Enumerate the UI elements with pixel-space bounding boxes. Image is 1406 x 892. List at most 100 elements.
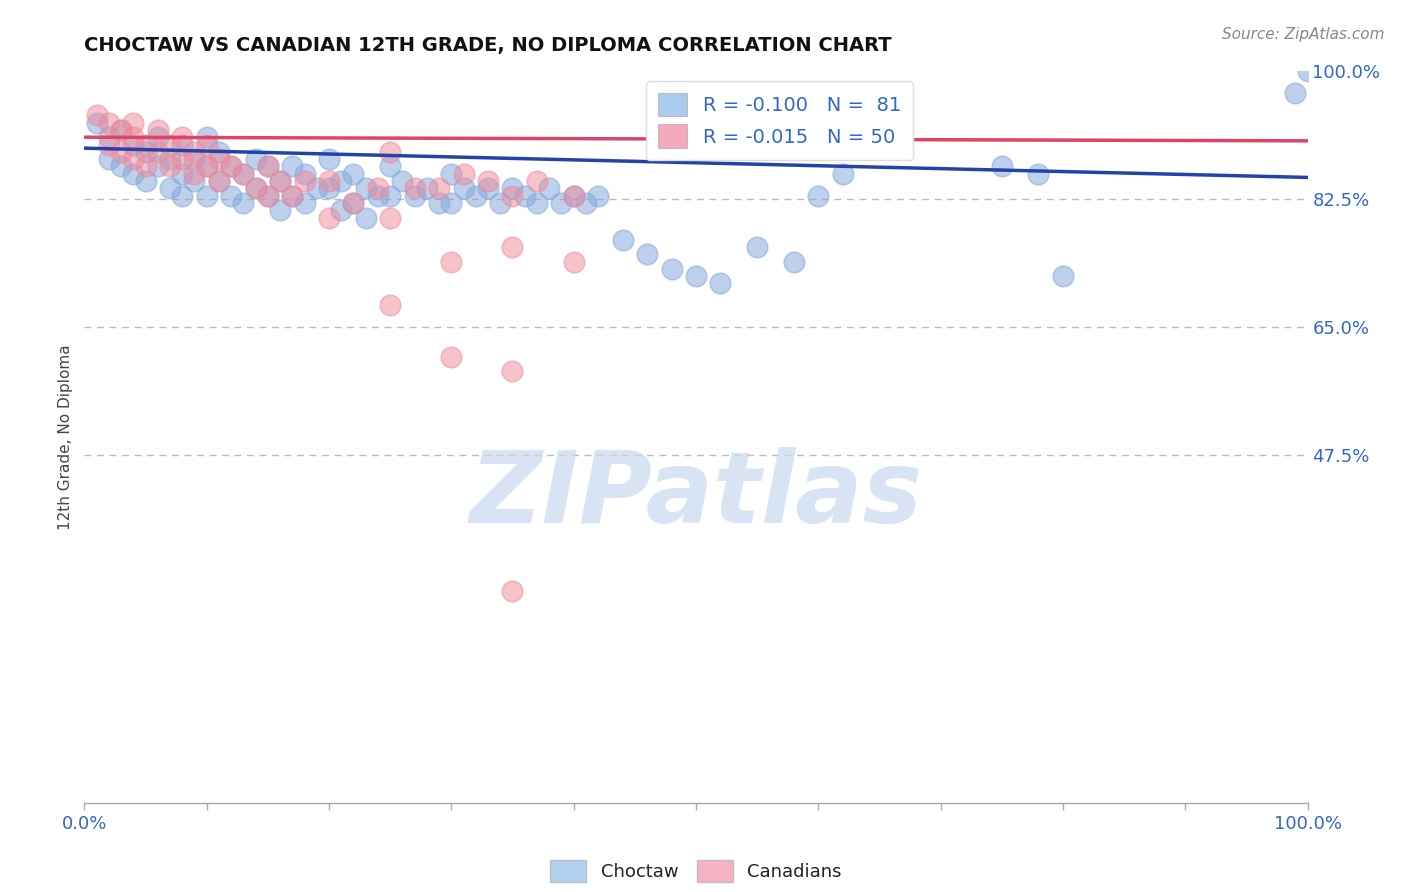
Point [208, 174, 231, 188]
Point [135, 145, 157, 159]
Point [562, 254, 585, 268]
Point [294, 196, 316, 211]
Point [97, 137, 120, 152]
Point [440, 350, 463, 364]
Text: Source: ZipAtlas.com: Source: ZipAtlas.com [1222, 27, 1385, 42]
Point [612, 233, 634, 247]
Point [135, 174, 157, 188]
Point [502, 364, 524, 378]
Point [172, 188, 194, 202]
Point [110, 123, 132, 137]
Point [122, 167, 145, 181]
Point [342, 196, 364, 211]
Point [440, 167, 463, 181]
Point [354, 181, 377, 195]
Point [636, 247, 658, 261]
Point [427, 196, 450, 211]
Point [330, 203, 353, 218]
Point [257, 160, 280, 174]
Point [1284, 87, 1306, 101]
Point [342, 196, 364, 211]
Point [97, 115, 120, 129]
Point [86, 108, 108, 122]
Point [122, 130, 145, 145]
Point [183, 167, 205, 181]
Point [172, 137, 194, 152]
Point [146, 123, 169, 137]
Point [269, 203, 291, 218]
Point [538, 181, 561, 195]
Point [159, 160, 181, 174]
Point [219, 160, 242, 174]
Point [367, 181, 389, 195]
Point [146, 130, 169, 145]
Point [550, 196, 572, 211]
Point [661, 261, 683, 276]
Text: ZIPatlas: ZIPatlas [470, 447, 922, 544]
Point [586, 188, 609, 202]
Point [526, 196, 548, 211]
Point [404, 188, 426, 202]
Point [208, 174, 231, 188]
Point [502, 181, 524, 195]
Point [831, 167, 853, 181]
Point [122, 137, 145, 152]
Point [172, 152, 194, 166]
Point [208, 152, 231, 166]
Point [219, 188, 242, 202]
Point [195, 130, 218, 145]
Point [294, 174, 316, 188]
Point [991, 160, 1014, 174]
Legend: Choctaw, Canadians: Choctaw, Canadians [543, 853, 849, 888]
Point [257, 188, 280, 202]
Point [269, 174, 291, 188]
Point [464, 188, 486, 202]
Point [146, 145, 169, 159]
Point [219, 160, 242, 174]
Point [367, 188, 389, 202]
Point [391, 174, 413, 188]
Point [380, 160, 402, 174]
Point [440, 254, 463, 268]
Point [318, 152, 340, 166]
Y-axis label: 12th Grade, No Diploma: 12th Grade, No Diploma [58, 344, 73, 530]
Point [183, 145, 205, 159]
Point [453, 167, 475, 181]
Point [502, 583, 524, 598]
Point [195, 160, 218, 174]
Point [318, 211, 340, 225]
Point [269, 174, 291, 188]
Point [232, 167, 254, 181]
Point [281, 188, 304, 202]
Point [135, 137, 157, 152]
Point [477, 174, 499, 188]
Text: CHOCTAW VS CANADIAN 12TH GRADE, NO DIPLOMA CORRELATION CHART: CHOCTAW VS CANADIAN 12TH GRADE, NO DIPLO… [84, 36, 891, 54]
Point [232, 167, 254, 181]
Point [354, 211, 377, 225]
Point [380, 298, 402, 312]
Point [489, 196, 512, 211]
Point [281, 188, 304, 202]
Point [195, 160, 218, 174]
Point [1028, 167, 1050, 181]
Point [685, 269, 707, 284]
Point [245, 181, 267, 195]
Point [122, 152, 145, 166]
Point [526, 174, 548, 188]
Point [135, 160, 157, 174]
Point [562, 188, 585, 202]
Point [380, 211, 402, 225]
Point [183, 174, 205, 188]
Point [257, 160, 280, 174]
Point [208, 145, 231, 159]
Point [318, 174, 340, 188]
Point [195, 188, 218, 202]
Point [172, 130, 194, 145]
Point [318, 181, 340, 195]
Point [502, 188, 524, 202]
Point [122, 115, 145, 129]
Point [1052, 269, 1074, 284]
Point [281, 160, 304, 174]
Point [330, 174, 353, 188]
Point [562, 188, 585, 202]
